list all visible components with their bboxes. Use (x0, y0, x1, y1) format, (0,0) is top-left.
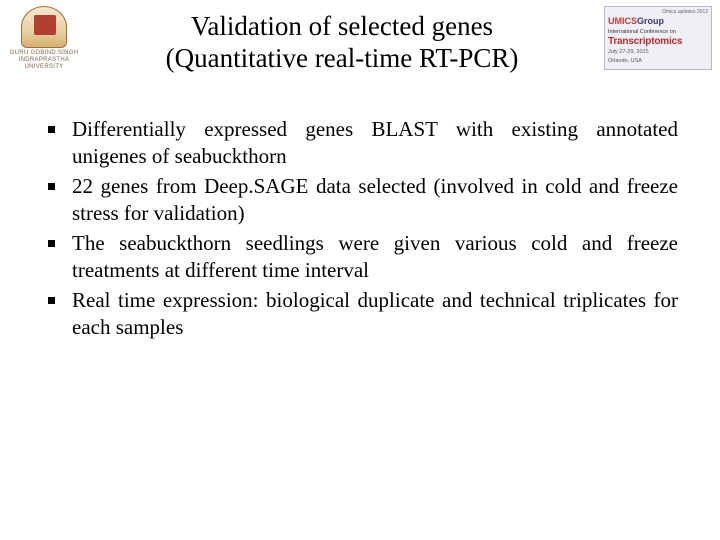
umics-prefix: UMICS (608, 16, 637, 26)
university-emblem-icon (21, 6, 67, 48)
university-name-line3: UNIVERSITY (24, 64, 63, 71)
university-name-line2: INDRAPRASTHA (19, 57, 70, 64)
conference-dates-1: July 27-29, 2015 (608, 49, 708, 56)
list-item: Differentially expressed genes BLAST wit… (42, 116, 678, 170)
header-row: GURU GOBIND SINGH INDRAPRASTHA UNIVERSIT… (0, 0, 720, 88)
conference-logo: Omics updates 2013 UMICSGroup Internatio… (604, 6, 712, 70)
university-name-line1: GURU GOBIND SINGH (10, 50, 79, 57)
content-area: Differentially expressed genes BLAST wit… (0, 88, 720, 341)
conference-top-line: Omics updates 2013 (608, 9, 708, 15)
umics-suffix: Group (637, 16, 664, 26)
conference-group: UMICSGroup (608, 16, 708, 26)
list-item: Real time expression: biological duplica… (42, 287, 678, 341)
university-logo: GURU GOBIND SINGH INDRAPRASTHA UNIVERSIT… (8, 6, 80, 88)
title-line-1: Validation of selected genes (80, 10, 604, 42)
list-item: 22 genes from Deep.SAGE data selected (i… (42, 173, 678, 227)
title-line-2: (Quantitative real-time RT-PCR) (80, 42, 604, 74)
conference-dates-2: Orlando, USA (608, 58, 708, 65)
bullet-list: Differentially expressed genes BLAST wit… (42, 116, 678, 341)
conference-label: International Conference on (608, 29, 708, 36)
list-item: The seabuckthorn seedlings were given va… (42, 230, 678, 284)
slide-title: Validation of selected genes (Quantitati… (80, 6, 604, 74)
conference-name: Transcriptomics (608, 36, 708, 47)
